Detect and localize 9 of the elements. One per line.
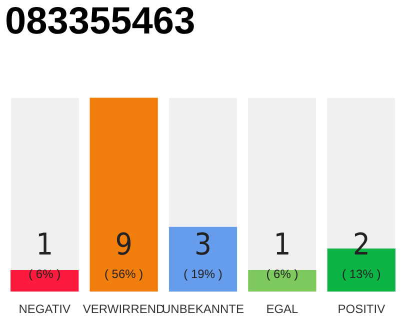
x-tick-label: UNBEKANNTE (162, 302, 244, 316)
data-label: 9 ( 56% ) (104, 227, 144, 281)
data-label: 1 ( 6% ) (266, 227, 298, 281)
data-label: 3 ( 19% ) (184, 227, 222, 281)
x-tick-label: EGAL (266, 302, 299, 316)
data-label: 1 ( 6% ) (28, 227, 61, 281)
x-tick-label: NEGATIV (18, 302, 70, 316)
x-tick-label: POSITIV (338, 302, 386, 316)
chart-title: 083355463 (5, 0, 196, 42)
